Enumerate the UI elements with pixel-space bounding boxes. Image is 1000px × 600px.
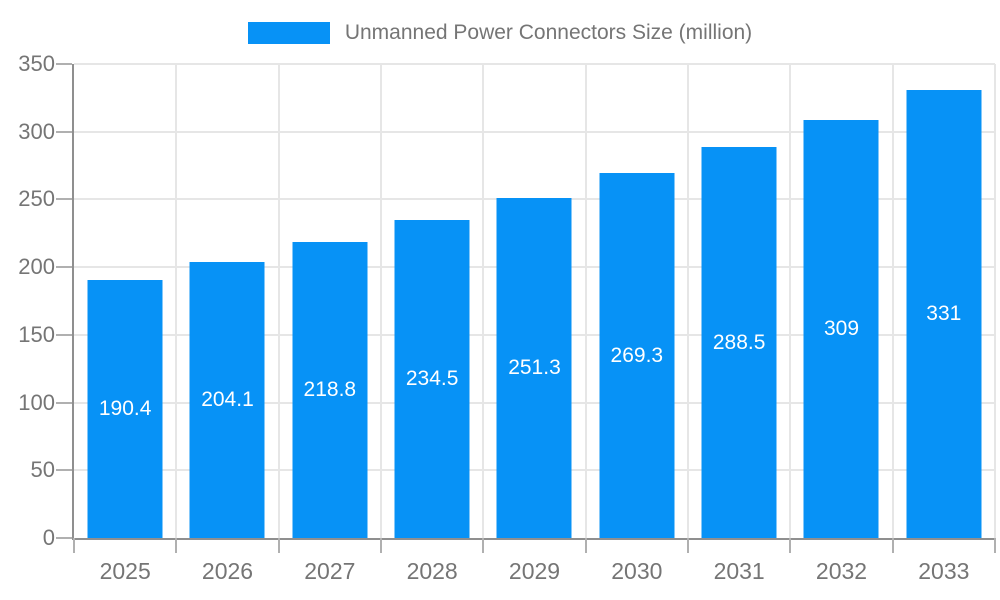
tick-x-9 bbox=[994, 538, 996, 553]
category-2029: 251.3 2029 bbox=[483, 64, 585, 584]
tick-x-1 bbox=[175, 538, 178, 553]
y-axis-label-50: 50 bbox=[30, 457, 55, 483]
y-axis-label-200: 200 bbox=[18, 254, 55, 280]
bar-value-2033: 331 bbox=[926, 301, 962, 325]
x-axis-label-2032: 2032 bbox=[815, 558, 868, 584]
tick-y-250 bbox=[56, 198, 72, 201]
y-axis-label-250: 250 bbox=[18, 186, 55, 212]
tick-x-7 bbox=[789, 538, 792, 553]
bar-value-2031: 288.5 bbox=[712, 330, 766, 354]
category-2028: 234.5 2028 bbox=[381, 64, 483, 584]
y-axis-label-350: 350 bbox=[18, 51, 55, 76]
gridline-x-9 bbox=[994, 64, 996, 538]
gridline-x-1 bbox=[175, 64, 178, 538]
tick-y-100 bbox=[56, 401, 72, 404]
gridline-y-300 bbox=[74, 130, 995, 133]
gridline-x-7 bbox=[789, 64, 792, 538]
gridline-x-6 bbox=[686, 64, 689, 538]
gridline-x-2 bbox=[277, 64, 280, 538]
tick-x-0 bbox=[73, 538, 75, 553]
gridline-x-3 bbox=[379, 64, 382, 538]
bar-value-2029: 251.3 bbox=[508, 355, 561, 379]
bar-value-2030: 269.3 bbox=[610, 343, 664, 367]
bar-value-2032: 309 bbox=[823, 316, 860, 340]
tick-x-3 bbox=[379, 538, 382, 553]
bar-value-2027: 218.8 bbox=[303, 377, 357, 401]
y-axis-label-300: 300 bbox=[18, 118, 55, 144]
x-axis-label-2031: 2031 bbox=[713, 558, 765, 584]
bar-value-2026: 204.1 bbox=[201, 387, 254, 411]
category-2027: 218.8 2027 bbox=[279, 64, 381, 584]
chart-legend: Unmanned Power Connectors Size (million) bbox=[0, 21, 1000, 45]
category-2025: 190.4 2025 bbox=[74, 64, 176, 584]
bar-2033: 331 bbox=[906, 89, 982, 538]
x-axis-label-2029: 2029 bbox=[508, 558, 561, 584]
tick-x-6 bbox=[686, 538, 689, 553]
bar-2030: 269.3 bbox=[599, 173, 675, 538]
tick-x-2 bbox=[277, 538, 280, 553]
plot-area: 0 50 100 150 200 250 300 350 190.4 2025 204.1 2026 2… bbox=[18, 53, 996, 584]
legend-swatch bbox=[247, 22, 330, 44]
category-2031: 288.5 2031 bbox=[688, 64, 790, 584]
bar-2032: 309 bbox=[803, 119, 879, 538]
bar-value-2028: 234.5 bbox=[405, 367, 459, 391]
bar-2026: 204.1 bbox=[189, 261, 265, 538]
tick-y-350 bbox=[56, 63, 72, 65]
gridline-x-8 bbox=[891, 64, 894, 538]
bar-2031: 288.5 bbox=[701, 147, 777, 538]
legend-label: Unmanned Power Connectors Size (million) bbox=[344, 21, 753, 44]
bar-value-2025: 190.4 bbox=[98, 397, 152, 421]
tick-y-300 bbox=[56, 130, 72, 133]
x-axis-label-2033: 2033 bbox=[918, 558, 970, 584]
tick-y-200 bbox=[56, 266, 72, 269]
bar-2029: 251.3 bbox=[496, 197, 572, 538]
category-2032: 309 2032 bbox=[790, 64, 892, 584]
gridline-x-5 bbox=[584, 64, 587, 538]
tick-x-4 bbox=[482, 538, 485, 553]
tick-y-50 bbox=[56, 469, 72, 472]
gridline-x-4 bbox=[482, 64, 485, 538]
bar-2027: 218.8 bbox=[292, 241, 368, 538]
tick-x-8 bbox=[891, 538, 894, 553]
tick-y-0 bbox=[56, 537, 72, 539]
y-axis-label-150: 150 bbox=[18, 321, 55, 347]
bar-2028: 234.5 bbox=[394, 220, 470, 538]
category-2030: 269.3 2030 bbox=[586, 64, 688, 584]
y-axis-label-0: 0 bbox=[42, 525, 55, 550]
x-axis-label-2027: 2027 bbox=[304, 558, 356, 584]
tick-y-150 bbox=[56, 333, 72, 336]
gridline-y-350 bbox=[74, 63, 995, 65]
x-axis-label-2030: 2030 bbox=[611, 558, 663, 584]
y-axis-label-100: 100 bbox=[18, 389, 55, 415]
x-axis-label-2028: 2028 bbox=[406, 558, 458, 584]
category-2033: 331 2033 bbox=[893, 64, 995, 584]
x-axis-label-2026: 2026 bbox=[201, 558, 254, 584]
x-axis-label-2025: 2025 bbox=[99, 558, 151, 584]
tick-x-5 bbox=[584, 538, 587, 553]
bar-2025: 190.4 bbox=[87, 280, 163, 538]
category-2026: 204.1 2026 bbox=[176, 64, 278, 584]
